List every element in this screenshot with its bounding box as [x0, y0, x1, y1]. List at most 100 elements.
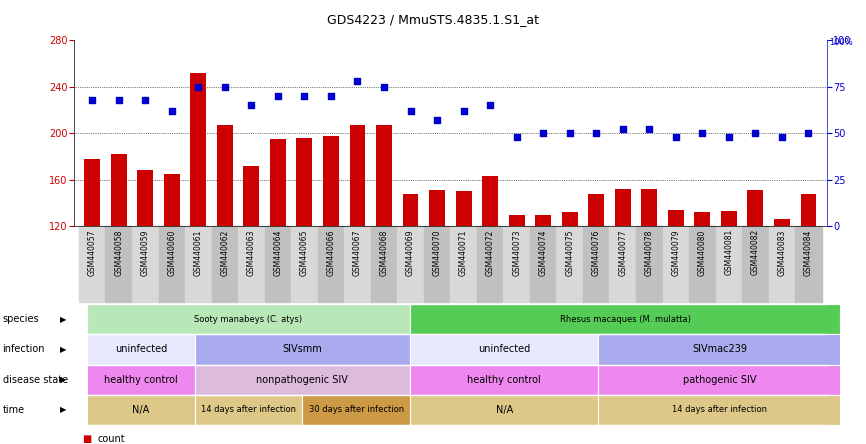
Bar	[588, 194, 604, 366]
Bar	[158, 226, 185, 302]
Point	[112, 96, 126, 103]
Text: species: species	[3, 314, 39, 324]
Text: 30 days after infection: 30 days after infection	[308, 405, 404, 414]
Bar	[610, 226, 636, 302]
Bar	[423, 226, 450, 302]
Bar	[185, 226, 211, 302]
Text: infection: infection	[3, 345, 45, 354]
Bar	[296, 138, 313, 366]
Text: SIVmac239: SIVmac239	[692, 345, 746, 354]
Text: 100%: 100%	[829, 38, 852, 47]
Bar	[695, 212, 710, 366]
Bar	[111, 154, 126, 366]
Text: N/A: N/A	[495, 405, 513, 415]
Text: SIVsmm: SIVsmm	[282, 345, 322, 354]
Bar	[397, 226, 423, 302]
Point	[748, 130, 762, 137]
Bar	[503, 226, 530, 302]
Bar	[211, 226, 238, 302]
Bar	[636, 226, 662, 302]
Point	[85, 96, 99, 103]
Point	[377, 83, 391, 90]
Bar	[662, 226, 689, 302]
Point	[563, 130, 577, 137]
Point	[643, 126, 656, 133]
Bar	[450, 226, 477, 302]
Bar	[769, 226, 795, 302]
Bar	[106, 226, 132, 302]
Bar	[615, 189, 630, 366]
Point	[536, 130, 550, 137]
Bar	[344, 226, 371, 302]
Bar	[562, 212, 578, 366]
Bar	[747, 190, 763, 366]
Text: GDS4223 / MmuSTS.4835.1.S1_at: GDS4223 / MmuSTS.4835.1.S1_at	[327, 13, 539, 26]
Text: uninfected: uninfected	[115, 345, 167, 354]
Point	[298, 92, 312, 99]
Bar	[557, 226, 583, 302]
Text: 14 days after infection: 14 days after infection	[672, 405, 767, 414]
Bar	[742, 226, 769, 302]
Point	[722, 133, 736, 140]
Point	[483, 102, 497, 109]
Text: uninfected: uninfected	[478, 345, 530, 354]
Text: 14 days after infection: 14 days after infection	[201, 405, 296, 414]
Bar	[270, 139, 286, 366]
Bar	[238, 226, 265, 302]
Text: ▶: ▶	[60, 345, 67, 354]
Bar	[715, 226, 742, 302]
Point	[589, 130, 603, 137]
Point	[191, 83, 205, 90]
Bar	[642, 189, 657, 366]
Point	[165, 107, 178, 115]
Point	[271, 92, 285, 99]
Bar	[429, 190, 445, 366]
Text: time: time	[3, 405, 25, 415]
Bar	[164, 174, 180, 366]
Text: ▶: ▶	[60, 405, 67, 414]
Bar	[795, 226, 822, 302]
Bar	[318, 226, 344, 302]
Bar	[508, 215, 525, 366]
Bar	[79, 226, 106, 302]
Bar	[721, 211, 737, 366]
Point	[802, 130, 816, 137]
Point	[404, 107, 417, 115]
Bar	[216, 125, 233, 366]
Text: Sooty manabeys (C. atys): Sooty manabeys (C. atys)	[195, 315, 302, 324]
Point	[510, 133, 524, 140]
Bar	[668, 210, 684, 366]
Bar	[265, 226, 291, 302]
Bar	[583, 226, 610, 302]
Text: N/A: N/A	[132, 405, 150, 415]
Point	[456, 107, 470, 115]
Text: pathogenic SIV: pathogenic SIV	[682, 375, 756, 385]
Bar	[689, 226, 715, 302]
Point	[669, 133, 682, 140]
Point	[430, 117, 444, 124]
Bar	[291, 226, 318, 302]
Bar	[323, 135, 339, 366]
Bar	[243, 166, 259, 366]
Text: Rhesus macaques (M. mulatta): Rhesus macaques (M. mulatta)	[559, 315, 691, 324]
Text: ▶: ▶	[60, 375, 67, 384]
Point	[616, 126, 630, 133]
Point	[244, 102, 258, 109]
Bar	[800, 194, 817, 366]
Bar	[138, 170, 153, 366]
Bar	[376, 125, 392, 366]
Bar	[456, 191, 472, 366]
Point	[351, 77, 365, 84]
Bar	[403, 194, 418, 366]
Text: nonpathogenic SIV: nonpathogenic SIV	[256, 375, 348, 385]
Text: ■: ■	[82, 434, 92, 444]
Bar	[482, 176, 498, 366]
Point	[139, 96, 152, 103]
Bar	[530, 226, 557, 302]
Point	[218, 83, 232, 90]
Text: ▶: ▶	[60, 315, 67, 324]
Bar	[350, 125, 365, 366]
Text: healthy control: healthy control	[104, 375, 178, 385]
Point	[324, 92, 338, 99]
Bar	[774, 219, 790, 366]
